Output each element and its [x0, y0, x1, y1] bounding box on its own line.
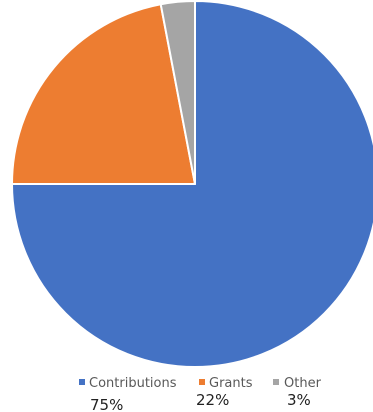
value-label-grants: 22%	[196, 391, 229, 409]
legend-label-contributions: Contributions	[89, 376, 177, 391]
value-labels: 75% 22% 3%	[90, 391, 311, 412]
legend-label-other: Other	[284, 376, 322, 391]
value-label-other: 3%	[287, 391, 311, 409]
pie-slice-contributions	[11, 0, 373, 368]
pie-slice-other	[159, 0, 196, 185]
legend-swatch-grants	[199, 379, 205, 385]
legend-label-grants: Grants	[209, 376, 253, 391]
legend-swatch-contributions	[79, 379, 85, 385]
legend-swatch-other	[273, 379, 279, 385]
value-label-contributions: 75%	[90, 396, 123, 412]
pie-slices	[11, 0, 373, 368]
pie-slice-grants	[11, 3, 196, 185]
legend: Contributions Grants Other	[79, 376, 322, 391]
